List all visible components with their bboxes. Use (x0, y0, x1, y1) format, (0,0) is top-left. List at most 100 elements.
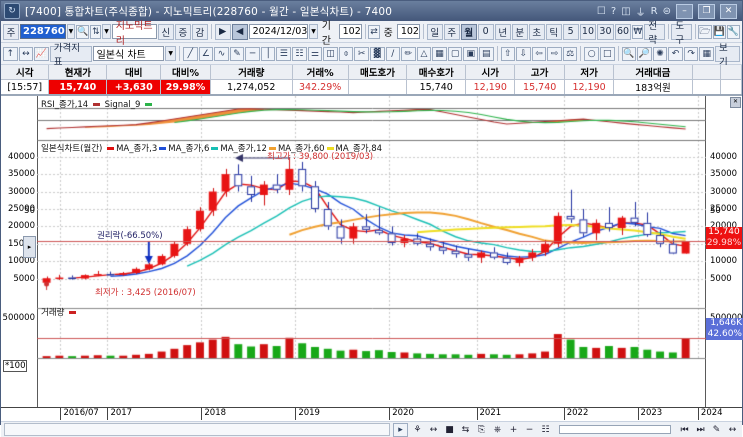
close-panel-icon[interactable]: ✕ (730, 97, 741, 108)
unit-day[interactable]: 일 (426, 23, 443, 40)
compress-icon[interactable]: ⇆ (461, 424, 470, 435)
move-up-icon[interactable]: ⇧ (500, 46, 516, 61)
peak-icon[interactable]: ⌽ (338, 46, 354, 61)
chart-icon[interactable]: 📈 (34, 46, 49, 61)
unit-10[interactable]: 10 (579, 23, 597, 40)
strategy-menu-button[interactable]: 전략 (644, 21, 665, 46)
stock-code-input[interactable]: 228760 (20, 24, 66, 39)
resize-icon[interactable]: ↔ (728, 424, 737, 435)
date-input[interactable]: 2024/12/03 (248, 24, 309, 39)
select-icon[interactable]: ▣ (463, 46, 478, 61)
market-type-button[interactable]: 주 (3, 23, 19, 40)
target-icon[interactable]: ✺ (652, 46, 668, 61)
pen-icon[interactable]: ✎ (229, 46, 245, 61)
zoom-slider[interactable] (559, 425, 671, 434)
close-button[interactable]: ✕ (720, 3, 737, 19)
zoom-plus-icon[interactable]: + (509, 424, 518, 435)
panel-icon[interactable]: ◫ (621, 5, 631, 17)
folder-icon[interactable]: 🗁 (698, 24, 712, 39)
copy-chart-icon[interactable]: ⎘ (477, 424, 486, 435)
axis-scroll-handle[interactable]: ▸ (23, 236, 36, 258)
channel-icon[interactable]: ⚌ (307, 46, 323, 61)
step-back-button[interactable]: ◀ (231, 23, 248, 40)
move-down-icon[interactable]: ⇩ (516, 46, 531, 61)
unit-60[interactable]: 60 (614, 23, 632, 40)
fib-icon[interactable]: ☰ (276, 46, 292, 61)
redo-icon[interactable]: ↷ (683, 46, 699, 61)
grid-toggle-icon[interactable]: ☷ (541, 424, 550, 435)
price-indicator-button[interactable]: 가격지표 (49, 43, 92, 68)
curve-icon[interactable]: ∿ (214, 46, 229, 61)
search-icon[interactable]: 🔍 (76, 24, 90, 39)
unit-tick[interactable]: 틱 (545, 23, 562, 40)
first-page-icon[interactable]: ⏮ (680, 424, 689, 435)
unit-minute[interactable]: 분 (511, 23, 528, 40)
circle-icon[interactable]: ○ (584, 46, 599, 61)
vline-icon[interactable]: │ (260, 46, 276, 61)
refresh-icon[interactable]: ↻ (4, 3, 20, 19)
chart-type-dropdown-icon[interactable]: ▼ (165, 46, 177, 61)
arrow-up-icon[interactable]: ↑ (3, 46, 18, 61)
zoom-minus-icon[interactable]: − (525, 424, 534, 435)
last-page-icon[interactable]: ⏭ (696, 424, 705, 435)
mini-button-sin[interactable]: 신 (157, 23, 174, 40)
tools-menu-button[interactable]: 도구 (671, 21, 692, 46)
stop-icon[interactable]: ■ (445, 424, 454, 435)
shuffle-icon[interactable]: ⇄ (368, 24, 380, 39)
edit-chart-icon[interactable]: ✎ (712, 424, 721, 435)
hline-icon[interactable]: ─ (245, 46, 260, 61)
unit-second[interactable]: 초 (528, 23, 545, 40)
view-menu-button[interactable]: 보기 (715, 43, 740, 68)
edit-icon[interactable]: ✏ (401, 46, 416, 61)
sort-icon[interactable]: ⇅ (90, 24, 102, 39)
unit-30[interactable]: 30 (597, 23, 614, 40)
mini-button-jeung[interactable]: 증 (174, 23, 191, 40)
crosshair-icon[interactable]: ⚘ (413, 424, 422, 435)
grid-icon[interactable]: ▦ (432, 46, 447, 61)
eraser-icon[interactable]: ▢ (447, 46, 463, 61)
period-input[interactable]: 102 (338, 24, 362, 39)
move-left-icon[interactable]: ⇦ (531, 46, 547, 61)
chart-type-select[interactable]: 일본식 차트 (92, 46, 165, 61)
stock-name-field[interactable]: 지노믹트리 (111, 21, 157, 47)
zoom-select-icon[interactable]: 🔎 (637, 46, 652, 61)
wrench-icon[interactable]: 🔧 (726, 24, 740, 39)
expand-horizontal-icon[interactable]: ↔ (429, 424, 438, 435)
count-input[interactable]: 102 (396, 24, 420, 39)
unit-week[interactable]: 주 (443, 23, 460, 40)
mini-button-gam[interactable]: 감 (191, 23, 208, 40)
r-icon[interactable]: R (650, 5, 658, 17)
sort-dropdown-icon[interactable]: ▼ (102, 24, 111, 39)
date-dropdown-icon[interactable]: ▼ (309, 24, 318, 39)
unit-year[interactable]: 년 (494, 23, 511, 40)
compass-icon[interactable]: △ (416, 46, 432, 61)
play-button[interactable]: ▶ (214, 23, 231, 40)
unit-5[interactable]: 5 (562, 23, 579, 40)
unit-zero[interactable]: 0 (477, 23, 494, 40)
trend-icon[interactable]: ⎈ (493, 424, 502, 435)
unit-month[interactable]: 월 (460, 23, 477, 40)
anchor-icon[interactable]: ⚖ (562, 46, 578, 61)
code-dropdown-icon[interactable]: ▼ (66, 24, 76, 39)
band-icon[interactable]: ☷ (292, 46, 307, 61)
maximize-button[interactable]: ❐ (698, 3, 715, 19)
pencil-icon[interactable]: ✂ (354, 46, 369, 61)
chart-plot[interactable]: RSI_종가,14 Signal_9 일본식차트(월간) MA_종가,3 MA_종… (37, 96, 706, 407)
copy-icon[interactable]: ☐ (596, 5, 606, 17)
save-icon[interactable]: 💾 (712, 24, 726, 39)
box-icon[interactable]: ▤ (479, 46, 494, 61)
won-icon[interactable]: ₩ (632, 24, 644, 39)
pin-icon[interactable]: ⏚ (635, 7, 646, 19)
line-icon[interactable]: ╱ (183, 46, 198, 61)
cascade-icon[interactable]: ⊜ (662, 5, 671, 17)
help-icon[interactable]: ? (610, 5, 617, 17)
minimize-button[interactable]: – (676, 3, 693, 19)
parallel-icon[interactable]: ◫ (323, 46, 338, 61)
chart-canvas[interactable] (37, 96, 706, 407)
expand-icon[interactable]: ↔ (18, 46, 34, 61)
square-icon[interactable]: □ (599, 46, 615, 61)
undo-icon[interactable]: ↶ (668, 46, 683, 61)
zoom-in-icon[interactable]: 🔍 (621, 46, 637, 61)
move-right-icon[interactable]: ⇨ (547, 46, 562, 61)
hatch-icon[interactable]: ▓ (369, 46, 385, 61)
